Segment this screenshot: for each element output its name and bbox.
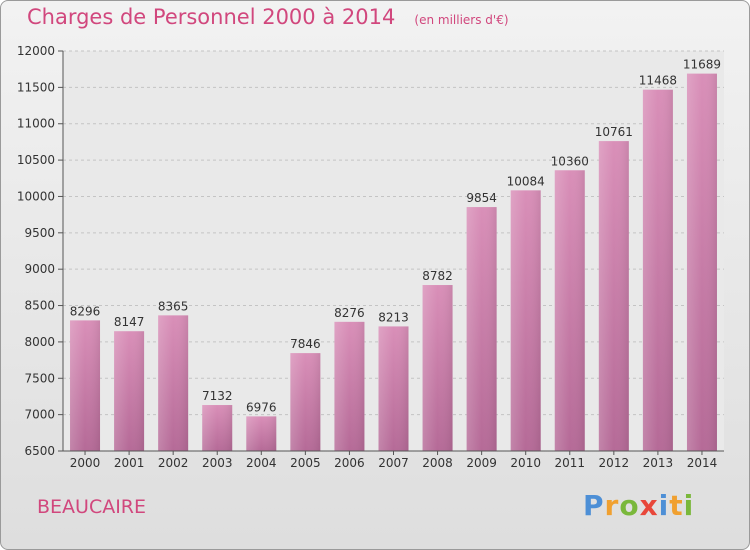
y-tick-label: 8500: [24, 299, 55, 313]
x-tick-label: 2003: [202, 456, 233, 470]
bar-sheen: [378, 326, 409, 451]
logo-letter: P: [583, 489, 605, 522]
y-tick-label: 11500: [17, 80, 55, 94]
x-tick-label: 2005: [290, 456, 321, 470]
data-label: 11689: [683, 58, 721, 72]
y-tick-label: 12000: [17, 44, 55, 58]
data-label: 10761: [595, 125, 633, 139]
y-tick-label: 7000: [24, 408, 55, 422]
bar-sheen: [598, 141, 629, 452]
bar-sheen: [686, 73, 717, 452]
data-label: 8296: [70, 304, 101, 318]
logo-letter: r: [604, 489, 620, 522]
y-tick-label: 6500: [24, 444, 55, 458]
data-label: 11468: [639, 74, 677, 88]
y-tick-label: 10500: [17, 153, 55, 167]
bar-sheen: [158, 315, 189, 451]
data-label: 8365: [158, 299, 189, 313]
y-tick-label: 9000: [24, 262, 55, 276]
chart-title: Charges de Personnel 2000 à 2014: [27, 5, 396, 29]
logo-letter: x: [639, 489, 659, 522]
bar-sheen: [466, 207, 497, 451]
data-label: 10084: [507, 174, 545, 188]
x-tick-label: 2010: [510, 456, 541, 470]
axes: 6500 7000 7500 8000 8500 9000 9500 10000 10500 11…: [17, 44, 724, 470]
logo-letter: i: [683, 489, 695, 522]
data-label: 8782: [422, 269, 453, 283]
logo-letter: i: [658, 489, 670, 522]
data-label: 10360: [551, 154, 589, 168]
x-tick-label: 2006: [334, 456, 365, 470]
data-label: 7846: [290, 337, 321, 351]
data-label: 8276: [334, 306, 365, 320]
x-tick-label: 2008: [422, 456, 453, 470]
logo-letter: t: [669, 489, 684, 522]
title-row: Charges de Personnel 2000 à 2014 (en mil…: [27, 5, 509, 29]
bar-sheen: [422, 285, 453, 451]
x-tick-label: 2002: [158, 456, 189, 470]
bar-sheen: [114, 331, 145, 451]
data-label: 8147: [114, 315, 145, 329]
x-tick-label: 2009: [466, 456, 497, 470]
x-tick-label: 2004: [246, 456, 277, 470]
bar-sheen: [554, 170, 585, 452]
bar-sheen: [202, 405, 233, 451]
data-label: 7132: [202, 389, 233, 403]
x-tick-label: 2007: [378, 456, 409, 470]
x-tick-label: 2013: [643, 456, 674, 470]
bar-sheen: [510, 190, 541, 451]
city-name: BEAUCAIRE: [37, 496, 147, 518]
data-label: 9854: [466, 191, 497, 205]
bar-sheen: [70, 320, 101, 451]
x-tick-label: 2001: [114, 456, 145, 470]
x-tick-label: 2014: [687, 456, 718, 470]
y-tick-label: 10000: [17, 189, 55, 203]
y-tick-label: 11000: [17, 117, 55, 131]
y-tick-label: 8000: [24, 335, 55, 349]
proxiti-logo: Proxiti: [583, 489, 694, 522]
data-label: 8213: [378, 310, 409, 324]
x-tick-label: 2012: [599, 456, 630, 470]
x-tick-label: 2000: [70, 456, 101, 470]
bars: 8296 8147 8365 7132 6976 7846 8276 8213 8782 9854…: [70, 58, 721, 452]
bar-sheen: [246, 416, 277, 451]
chart-subtitle: (en milliers d'€): [414, 13, 509, 27]
x-tick-label: 2011: [554, 456, 585, 470]
logo-letter: o: [619, 489, 640, 522]
bar-sheen: [334, 321, 365, 451]
bar-sheen: [290, 353, 321, 451]
bar-sheen: [642, 89, 673, 451]
y-tick-label: 9500: [24, 226, 55, 240]
y-tick-label: 7500: [24, 371, 55, 385]
data-label: 6976: [246, 400, 277, 414]
